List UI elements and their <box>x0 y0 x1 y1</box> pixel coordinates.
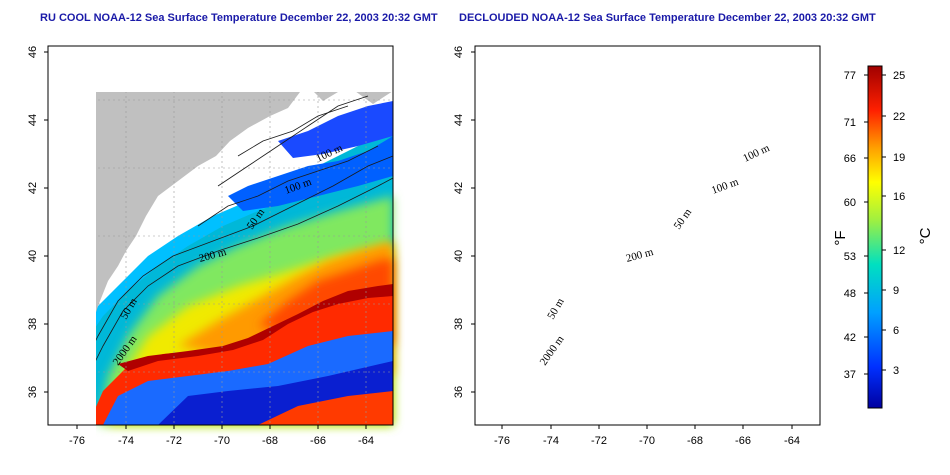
celsius-tick: 16 <box>893 191 905 203</box>
contour-label: 2000 m <box>538 333 567 368</box>
lat-tick: 46 <box>27 46 39 58</box>
fahrenheit-tick: 60 <box>844 197 856 209</box>
fahrenheit-unit-label: °F <box>832 230 849 245</box>
lat-tick: 36 <box>27 386 39 398</box>
lon-tick: -72 <box>591 435 607 447</box>
lat-tick: 38 <box>453 318 465 330</box>
lon-tick: -70 <box>639 435 655 447</box>
colorbar-gradient <box>867 65 883 409</box>
colorbar: 77 71 66 60 53 48 42 37 25 22 19 16 12 9… <box>832 65 934 409</box>
lat-tick: 42 <box>27 182 39 194</box>
lat-tick: 40 <box>27 250 39 262</box>
panel-1-lon-labels: -76 -74 -72 -70 -68 -66 -64 <box>69 435 374 447</box>
lon-tick: -64 <box>358 435 374 447</box>
panel-2-lat-labels: 36 38 40 42 44 46 <box>453 46 465 398</box>
lon-tick: -66 <box>735 435 751 447</box>
panel-2-map: 36 38 40 42 44 46 -76 -74 -72 -70 -68 -6… <box>453 45 821 447</box>
lon-tick: -72 <box>166 435 182 447</box>
fahrenheit-tick: 42 <box>844 332 856 344</box>
contour-label: 200 m <box>625 246 655 265</box>
lat-tick: 36 <box>453 386 465 398</box>
colorbar-celsius-ticks: 25 22 19 16 12 9 6 3 <box>893 70 905 377</box>
lat-tick: 38 <box>27 318 39 330</box>
lon-tick: -76 <box>69 435 85 447</box>
fahrenheit-tick: 71 <box>844 117 856 129</box>
lon-tick: -66 <box>310 435 326 447</box>
celsius-tick: 25 <box>893 70 905 82</box>
fahrenheit-tick: 37 <box>844 369 856 381</box>
contour-label: 100 m <box>710 176 741 197</box>
panel-2-title: DECLOUDED NOAA-12 Sea Surface Temperatur… <box>459 12 876 24</box>
panel-1-frame <box>47 45 394 426</box>
lon-tick: -70 <box>214 435 230 447</box>
celsius-tick: 12 <box>893 245 905 257</box>
lat-tick: 46 <box>453 46 465 58</box>
panel-2-contour-labels: 100 m 100 m 50 m 200 m 50 m 2000 m <box>538 142 772 368</box>
lon-tick: -68 <box>262 435 278 447</box>
lat-tick: 40 <box>453 250 465 262</box>
fahrenheit-tick: 77 <box>844 70 856 82</box>
celsius-tick: 22 <box>893 111 905 123</box>
lat-tick: 42 <box>453 182 465 194</box>
lon-tick: -68 <box>687 435 703 447</box>
fahrenheit-tick: 66 <box>844 153 856 165</box>
lat-tick: 44 <box>453 114 465 126</box>
fahrenheit-tick: 53 <box>844 251 856 263</box>
celsius-unit-label: °C <box>917 227 934 244</box>
lat-tick: 44 <box>27 114 39 126</box>
celsius-tick: 6 <box>893 325 899 337</box>
contour-label: 50 m <box>545 296 567 322</box>
celsius-tick: 19 <box>893 152 905 164</box>
contour-label: 100 m <box>741 142 772 165</box>
lon-tick: -74 <box>118 435 134 447</box>
contour-label: 50 m <box>672 206 695 232</box>
celsius-tick: 9 <box>893 285 899 297</box>
lon-tick: -64 <box>784 435 800 447</box>
celsius-tick: 3 <box>893 365 899 377</box>
panel-1-title: RU COOL NOAA-12 Sea Surface Temperature … <box>40 12 438 24</box>
panel-2-lon-labels: -76 -74 -72 -70 -68 -66 -64 <box>494 435 800 447</box>
lon-tick: -74 <box>543 435 559 447</box>
fahrenheit-tick: 48 <box>844 288 856 300</box>
panel-1-map: 36 38 40 42 44 46 -76 -74 -72 -70 -68 -6… <box>27 45 394 447</box>
lon-tick: -76 <box>494 435 510 447</box>
panel-1-lat-labels: 36 38 40 42 44 46 <box>27 46 39 398</box>
panel-2-frame <box>474 45 821 426</box>
colorbar-fahrenheit-ticks: 77 71 66 60 53 48 42 37 <box>844 70 856 381</box>
